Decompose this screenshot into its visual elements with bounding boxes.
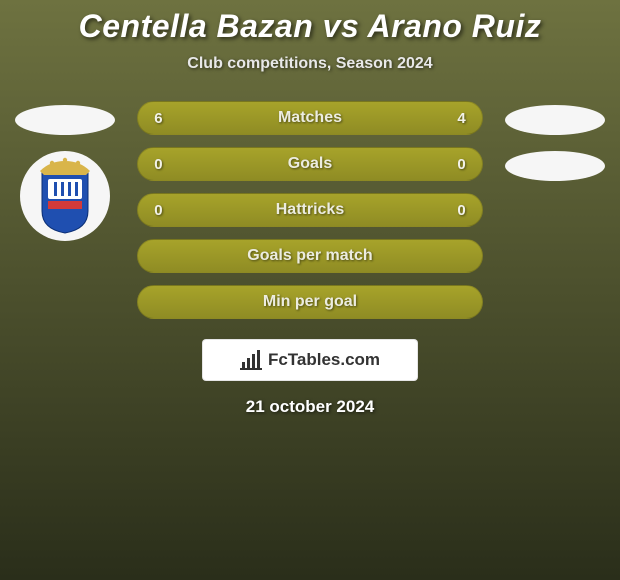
logo-prefix: Fc — [268, 350, 288, 369]
player-photo-placeholder — [505, 105, 605, 135]
stat-value-left: 6 — [154, 110, 162, 127]
player-photo-placeholder — [15, 105, 115, 135]
stat-value-left: 0 — [154, 202, 162, 219]
site-logo: FcTables.com — [202, 339, 418, 381]
club-crest-placeholder — [505, 151, 605, 181]
content-root: Centella Bazan vs Arano Ruiz Club compet… — [0, 0, 620, 417]
subtitle: Club competitions, Season 2024 — [0, 55, 620, 73]
club-crest-left — [20, 151, 110, 241]
bar-chart-icon — [240, 350, 262, 370]
date-text: 21 october 2024 — [0, 397, 620, 417]
page-title: Centella Bazan vs Arano Ruiz — [0, 8, 620, 45]
stat-bar: Min per goal — [137, 285, 483, 319]
stat-value-right: 4 — [457, 110, 465, 127]
stat-value-left: 0 — [154, 156, 162, 173]
stat-bar: 0 Hattricks 0 — [137, 193, 483, 227]
stat-label: Goals — [288, 155, 332, 173]
right-player-column — [501, 101, 610, 181]
stat-label: Min per goal — [263, 293, 357, 311]
stat-bar: 6 Matches 4 — [137, 101, 483, 135]
stat-value-right: 0 — [457, 202, 465, 219]
logo-text: FcTables.com — [268, 350, 380, 370]
crest-icon — [32, 157, 98, 235]
stat-label: Hattricks — [276, 201, 344, 219]
comparison-row: 6 Matches 4 0 Goals 0 0 Hattricks 0 Goals per mat… — [0, 101, 620, 319]
stat-label: Matches — [278, 109, 342, 127]
logo-suffix: Tables.com — [288, 350, 380, 369]
stat-bars: 6 Matches 4 0 Goals 0 0 Hattricks 0 Goals per mat… — [137, 101, 483, 319]
stat-label: Goals per match — [247, 247, 372, 265]
stat-value-right: 0 — [457, 156, 465, 173]
left-player-column — [10, 101, 119, 241]
stat-bar: Goals per match — [137, 239, 483, 273]
stat-bar: 0 Goals 0 — [137, 147, 483, 181]
